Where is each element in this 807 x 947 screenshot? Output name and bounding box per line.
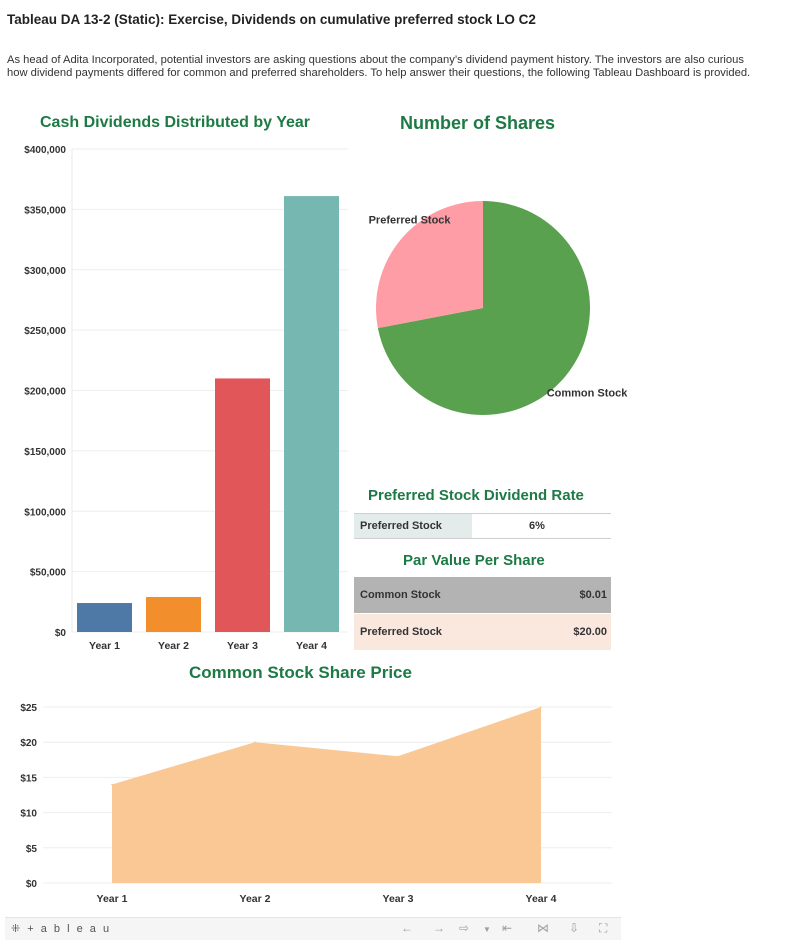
area-series [112,707,541,883]
tableau-logo[interactable]: ⁜ + a b l e a u [11,922,111,935]
pause-icon[interactable]: ⇤ [502,921,513,935]
page-title: Tableau DA 13-2 (Static): Exercise, Divi… [7,12,536,27]
pie-label: Common Stock [547,387,629,399]
y-tick-label: $50,000 [30,568,67,579]
bar-chart-title: Cash Dividends Distributed by Year [40,114,311,131]
dividend-rate-row: Preferred Stock 6% [354,513,611,539]
data-point [254,741,256,743]
dividend-rate-label: Preferred Stock [354,514,472,538]
chevron-down-icon[interactable]: ▼ [483,925,491,934]
y-tick-label: $25 [20,703,37,714]
y-tick-label: $5 [26,844,38,855]
x-tick-label: Year 3 [227,640,258,652]
download-icon[interactable]: ⇩ [569,921,580,935]
par-value-label: Common Stock [360,589,441,601]
y-tick-label: $15 [20,773,37,784]
pie-chart-title: Number of Shares [400,113,556,133]
revert-icon[interactable]: ⇨ [459,921,470,935]
y-tick-label: $250,000 [24,326,66,337]
x-tick-label: Year 1 [89,640,120,652]
bar [284,196,339,632]
data-point [111,783,113,786]
y-tick-label: $0 [26,879,38,890]
x-tick-label: Year 4 [296,640,327,652]
redo-icon[interactable]: → [433,921,445,935]
x-tick-label: Year 2 [158,640,189,652]
bar [215,378,270,632]
area-chart: $0 $5 $10 $15 $20 $25 Year 1 Year 2 Year 3 Year 4 [20,703,612,905]
share-icon[interactable]: ⋈ [537,921,549,935]
par-value-row-preferred: Preferred Stock $20.00 [354,614,611,650]
par-value-label: Preferred Stock [360,626,442,638]
data-point [540,706,542,708]
tableau-logo-text: + a b l e a u [27,923,112,935]
dividend-rate-value: 6% [529,520,545,532]
x-tick-label: Year 1 [97,893,128,905]
dividend-rate-title: Preferred Stock Dividend Rate [368,487,584,504]
pie-slice [376,201,483,329]
y-tick-label: $150,000 [24,447,66,458]
pie-label: Preferred Stock [369,214,452,226]
data-point [397,755,399,758]
x-tick-label: Year 3 [383,893,414,905]
area-chart-title: Common Stock Share Price [189,663,412,682]
x-tick-label: Year 2 [240,893,271,905]
y-tick-label: $200,000 [24,387,66,398]
y-tick-label: $350,000 [24,205,66,216]
par-value-title: Par Value Per Share [403,552,545,569]
undo-icon[interactable]: ← [401,921,413,935]
pie-slice [377,201,590,415]
y-tick-label: $100,000 [24,507,66,518]
bar [146,596,201,632]
y-tick-label: $20 [20,738,37,749]
tableau-toolbar: ⁜ + a b l e a u ← → ⇨ ▼ ⇤ ⋈ ⇩ ⛶ [5,917,621,940]
y-tick-label: $400,000 [24,145,66,156]
par-value-value: $0.01 [579,589,607,601]
y-tick-label: $10 [20,809,37,820]
page-description: As head of Adita Incorporated, potential… [7,54,751,79]
y-tick-label: $300,000 [24,266,66,277]
bar-chart: $0 $50,000 $100,000 $150,000 $200,000 $250,00… [24,145,348,652]
y-tick-label: $0 [55,628,67,639]
fullscreen-icon[interactable]: ⛶ [599,921,608,935]
pie-chart: Common Stock Preferred Stock [369,201,629,415]
tableau-logo-icon: ⁜ [11,923,23,935]
par-value-row-common: Common Stock $0.01 [354,577,611,613]
x-tick-label: Year 4 [526,893,557,905]
bar [77,603,132,632]
par-value-value: $20.00 [573,626,607,638]
